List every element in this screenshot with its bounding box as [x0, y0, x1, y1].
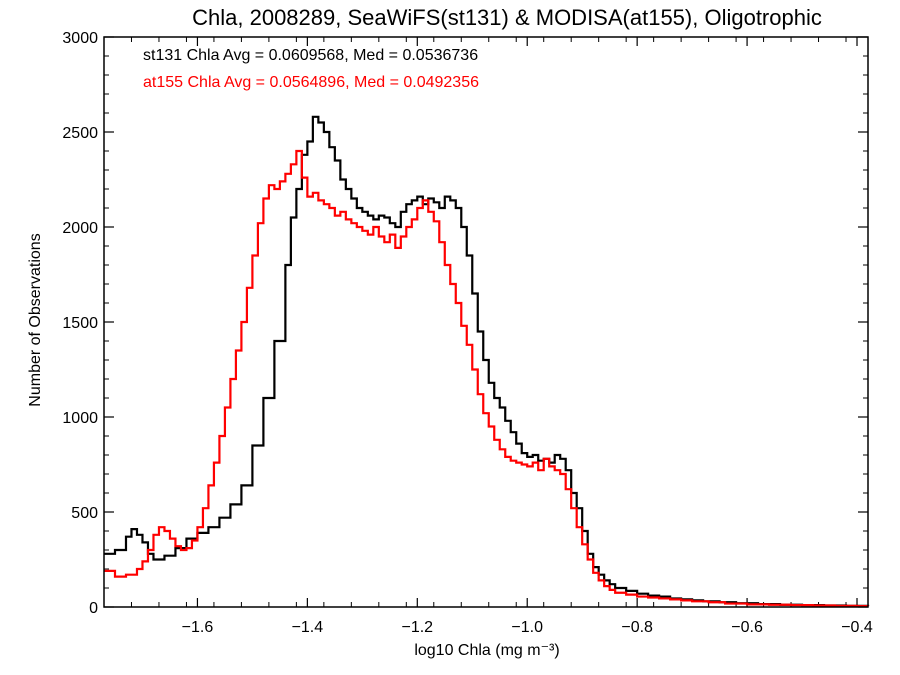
y-tick-label: 2000 [62, 220, 98, 237]
legend: st131 Chla Avg = 0.0609568, Med = 0.0536… [143, 47, 479, 91]
chart-title: Chla, 2008289, SeaWiFS(st131) & MODISA(a… [192, 5, 822, 30]
x-axis-label: log10 Chla (mg m⁻³) [414, 642, 559, 659]
y-tick-label: 0 [89, 600, 98, 617]
legend-entry-at155: at155 Chla Avg = 0.0564896, Med = 0.0492… [143, 74, 479, 91]
series-line-st131 [104, 115, 870, 607]
y-tick-label: 1500 [62, 315, 98, 332]
plot-frame [103, 36, 869, 608]
y-tick-label: 500 [71, 505, 98, 522]
legend-entry-st131: st131 Chla Avg = 0.0609568, Med = 0.0536… [143, 47, 478, 64]
x-tick-label: −0.6 [731, 619, 763, 636]
x-tick-label: −1.0 [511, 619, 543, 636]
x-tick-label: −1.4 [292, 619, 324, 636]
y-tick-label: 3000 [62, 30, 98, 47]
y-tick-label: 1000 [62, 410, 98, 427]
x-tick-label: −1.2 [401, 619, 433, 636]
x-tick-label: −1.6 [182, 619, 214, 636]
x-tick-label: −0.4 [841, 619, 873, 636]
x-tick-label: −0.8 [621, 619, 653, 636]
histogram-series [104, 115, 870, 608]
series-line-at155 [104, 149, 870, 608]
y-axis-label: Number of Observations [27, 233, 44, 406]
axis-ticks: −1.6 −1.4 −1.2 −1.0 −0.8 −0.6 −0.4 0 500 1000 1500… [62, 30, 872, 636]
y-tick-label: 2500 [62, 125, 98, 142]
